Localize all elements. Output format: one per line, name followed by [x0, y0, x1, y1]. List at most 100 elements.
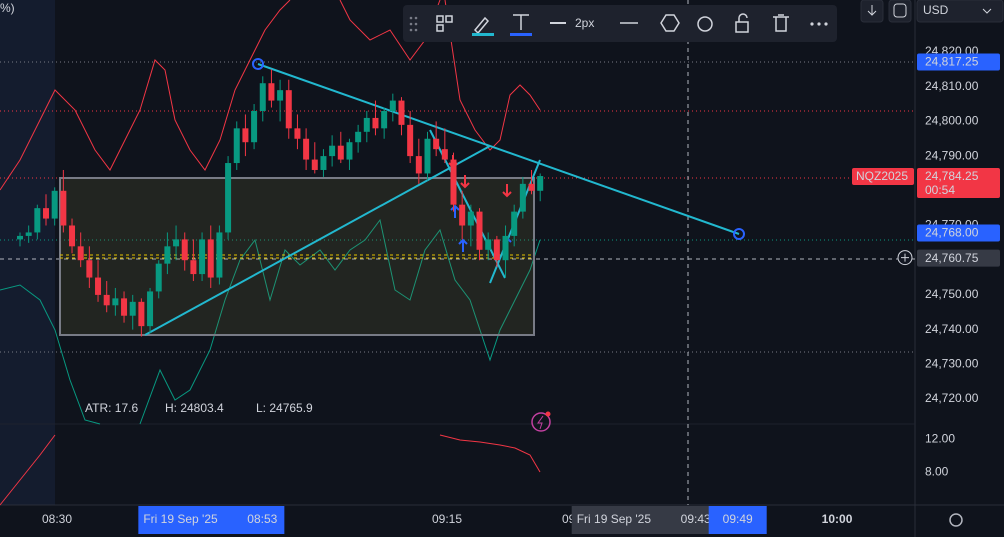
x-tick-label: 10:00 — [822, 512, 853, 526]
atr-tick-label: 12.00 — [925, 432, 955, 446]
line-width-label[interactable]: 2px — [575, 16, 594, 30]
candle-body — [363, 117, 370, 132]
y-tick-label: 24,800.00 — [925, 114, 979, 128]
lock-button[interactable] — [735, 21, 749, 33]
template-button[interactable] — [436, 15, 444, 23]
settings-button[interactable] — [660, 14, 680, 32]
candle-body — [441, 149, 448, 160]
alert-icon-bolt — [537, 415, 544, 430]
crosshair-time-box — [138, 506, 285, 534]
line-color-button[interactable] — [473, 16, 490, 35]
crosshair-date: Fri 19 Sep '25 — [143, 512, 218, 526]
y-tick-label: 24,720.00 — [925, 391, 979, 405]
session-shade — [0, 0, 55, 505]
lower-band — [139, 218, 541, 425]
candle-body — [407, 124, 414, 157]
candle-body — [294, 128, 301, 139]
handle[interactable] — [733, 228, 745, 240]
trend-line[interactable] — [257, 63, 740, 235]
end-time-label: 09:49 — [723, 512, 753, 526]
candle-body — [51, 190, 58, 219]
candle-body — [415, 156, 422, 174]
crosshair-time: 09:43 — [681, 512, 711, 526]
candle-body — [519, 183, 526, 212]
y-tick-label: 24,740.00 — [925, 322, 979, 336]
candle-body — [311, 159, 318, 170]
currency-select[interactable] — [916, 0, 1004, 23]
currency-caret — [982, 8, 992, 14]
candle-body — [493, 239, 500, 261]
candle-body — [337, 145, 344, 160]
candle-body — [346, 142, 353, 160]
delete-button[interactable] — [773, 14, 789, 32]
price-label-box — [917, 224, 1000, 242]
candle-body — [216, 232, 223, 278]
candle-body — [60, 190, 67, 226]
candle-body — [190, 260, 197, 275]
legend-low: L: 24765.9 — [256, 401, 313, 415]
candle-body — [17, 235, 23, 240]
upper-band — [444, 0, 541, 151]
price-label: 24,784.25 — [925, 169, 979, 183]
legend-high: H: 24803.4 — [165, 401, 224, 415]
candle-body — [34, 208, 41, 233]
alert-icon[interactable] — [531, 412, 551, 432]
symbol-label-box — [852, 168, 914, 186]
candle-body — [69, 225, 76, 247]
handle[interactable] — [252, 58, 264, 70]
alert-dot — [545, 411, 551, 417]
candle-body — [450, 159, 457, 205]
price-label: 24,760.75 — [925, 251, 979, 265]
settings-gear[interactable] — [949, 513, 963, 527]
price-label-box — [917, 249, 1000, 267]
candle-body — [467, 211, 474, 226]
candle-body — [329, 145, 336, 157]
candle-body — [95, 277, 102, 295]
candle-body — [537, 176, 544, 191]
x-tick-label: 09:15 — [432, 512, 462, 526]
candle-body — [103, 294, 110, 306]
candle-body — [233, 128, 240, 164]
upper-band — [0, 0, 291, 191]
candle-body — [459, 204, 466, 226]
price-label: 24,768.00 — [925, 226, 979, 240]
candle-body — [381, 110, 388, 129]
candle-body — [112, 298, 119, 306]
atr-line-left — [0, 434, 56, 506]
corner-text: %) — [0, 1, 15, 15]
candle-body — [25, 232, 32, 236]
price-label: 24,817.25 — [925, 55, 979, 69]
fullscreen-button[interactable] — [888, 0, 912, 23]
trend-line[interactable] — [144, 145, 491, 336]
lower-band — [0, 284, 101, 425]
currency-label: USD — [923, 3, 949, 17]
candle-body — [86, 260, 93, 278]
y-tick-label: 24,730.00 — [925, 356, 979, 370]
text-color-button[interactable] — [513, 14, 529, 30]
countdown-label: 00:54 — [925, 183, 955, 197]
x-tick-label: 08:30 — [42, 512, 72, 526]
fullscreen-icon — [893, 3, 907, 18]
candle-body — [511, 211, 518, 236]
candle-body — [355, 131, 362, 143]
end-time-box — [708, 506, 767, 534]
candle-body — [207, 239, 214, 278]
candle-body — [476, 211, 483, 250]
candle-body — [147, 291, 154, 327]
candle-body — [502, 235, 509, 261]
candle-body — [121, 298, 128, 316]
candle-body — [485, 239, 492, 250]
alert-button[interactable] — [697, 16, 713, 32]
crosshair-date: Fri 19 Sep '25 — [577, 512, 652, 526]
symbol-label: NQZ2025 — [856, 169, 908, 183]
add-icon — [901, 253, 909, 262]
candle-body — [43, 208, 50, 219]
crosshair-time: 08:53 — [247, 512, 277, 526]
candle-body — [155, 263, 162, 292]
candle-body — [320, 156, 327, 170]
candle-body — [173, 239, 180, 247]
scroll-icon — [867, 5, 877, 16]
candle-body — [251, 110, 258, 143]
candle-body — [372, 117, 379, 129]
